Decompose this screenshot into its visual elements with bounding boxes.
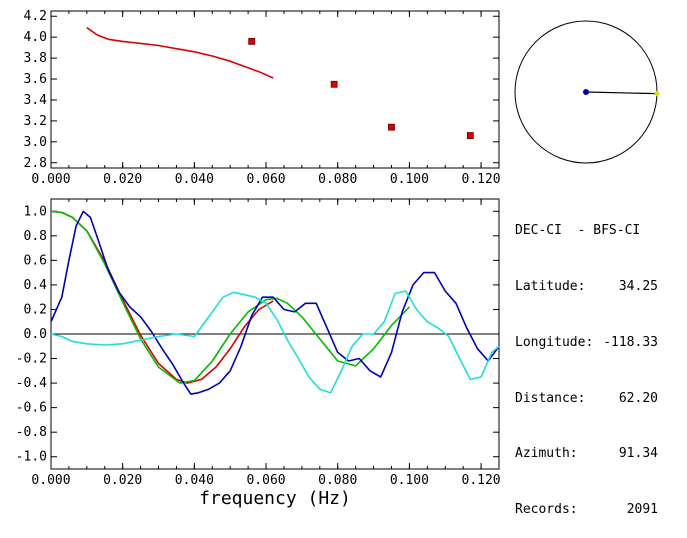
top-ytick-label: 3.6 [24,72,47,87]
station-pair-title: DEC-CI - BFS-CI [515,223,641,239]
bottom-ytick-label: -0.6 [16,401,47,416]
bottom-ytick-label: 1.0 [24,204,47,219]
info-row-latitude: Latitude: 34.25 [515,278,658,297]
bottom-xtick-label: 0.000 [31,473,70,488]
station-marker-edge [654,91,660,97]
info-row-distance: Distance: 62.20 [515,390,658,409]
top-ytick-label: 3.0 [24,135,47,150]
top-velocity-plot: 0.000 0.020 0.040 0.060 0.080 0.100 0.120 2.8 3.… [24,9,501,187]
top-ytick-label: 3.4 [24,93,48,108]
top-xtick-label: 0.100 [390,172,429,187]
bottom-series-line-3 [50,290,500,394]
info-value: 91.34 [618,446,658,462]
bottom-xtick-label: 0.020 [103,473,142,488]
bottom-ytick-label: 0.6 [24,253,47,268]
bottom-ytick-label: -0.4 [16,376,47,391]
top-data-point [330,80,338,88]
top-ytick-label: 4.0 [24,30,47,45]
top-ytick-label: 3.2 [24,114,47,129]
bottom-xtick-label: 0.040 [175,473,214,488]
station-info-panel: DEC-CI - BFS-CI Latitude: 34.25 Longitud… [515,185,658,538]
bottom-ytick-label: 0.2 [24,302,47,317]
info-label: Distance: [515,390,586,406]
top-frame [50,10,500,169]
top-xtick-label: 0.120 [462,172,501,187]
top-ytick-label: 3.8 [24,51,47,66]
top-xtick-label: 0.000 [31,172,70,187]
azimuth-line [585,91,657,95]
bottom-xlabel: frequency (Hz) [199,488,351,509]
bottom-xtick-label: 0.120 [462,473,501,488]
info-label: Longitude: [515,334,594,350]
top-series-line-0 [86,27,274,79]
info-value: 62.20 [618,390,658,406]
bottom-xtick-label: 0.080 [318,473,357,488]
top-xtick-label: 0.080 [318,172,357,187]
bottom-ytick-label: 0.8 [24,229,47,244]
station-marker-center [583,89,589,95]
info-row-records: Records: 2091 [515,501,658,520]
bottom-coherence-plot: 0.000 0.020 0.040 0.060 0.080 0.100 0.120 1.0 0.… [16,198,501,509]
top-xtick-label: 0.020 [103,172,142,187]
bottom-ytick-label: -0.8 [16,425,47,440]
bottom-ytick-label: -0.2 [16,352,47,367]
bottom-xtick-label: 0.100 [390,473,429,488]
top-data-point [466,132,474,139]
info-value: 2091 [626,502,658,518]
top-xtick-label: 0.040 [175,172,214,187]
bottom-ytick-label: -1.0 [16,450,47,465]
info-value: 34.25 [618,278,658,294]
bottom-series-line-0 [50,210,274,384]
bottom-xtick-label: 0.060 [246,473,285,488]
top-xtick-label: 0.060 [246,172,285,187]
info-row-azimuth: Azimuth: 91.34 [515,445,658,464]
info-label: Records: [515,502,578,518]
info-label: Azimuth: [515,446,578,462]
plots-canvas: 0.000 0.020 0.040 0.060 0.080 0.100 0.120 2.8 3.… [16,9,660,509]
info-label: Latitude: [515,278,586,294]
top-ytick-label: 2.8 [24,156,47,171]
top-data-point [248,37,256,45]
bottom-series-line-1 [50,210,410,384]
info-row-longitude: Longitude: -118.33 [515,334,658,353]
bottom-series-line-2 [50,210,500,395]
azimuth-compass [514,20,660,164]
top-ytick-label: 4.2 [24,9,47,24]
bottom-ytick-label: 0.4 [24,278,48,293]
info-value: -118.33 [603,334,658,350]
top-data-point [388,123,395,131]
bottom-ytick-label: 0.0 [24,327,47,342]
